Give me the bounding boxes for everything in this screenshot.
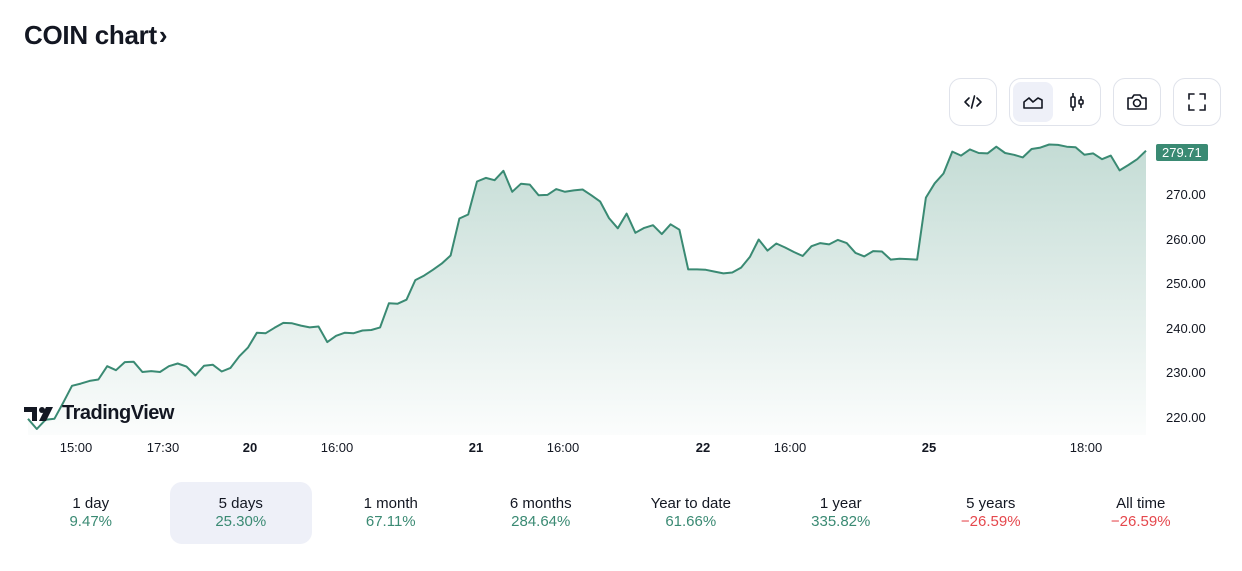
price-chart[interactable] <box>0 130 1242 470</box>
area-fill <box>28 144 1146 435</box>
tradingview-wordmark: TradingView <box>62 402 174 424</box>
range-1-month[interactable]: 1 month 67.11% <box>320 482 462 544</box>
area-chart-button[interactable] <box>1013 82 1053 122</box>
x-tick: 16:00 <box>546 440 580 455</box>
x-tick: 16:00 <box>773 440 807 455</box>
x-tick: 20 <box>242 440 258 455</box>
range-label: 5 days <box>218 495 263 512</box>
y-tick: 230.00 <box>1166 365 1206 380</box>
area-chart-icon <box>1023 97 1043 109</box>
chevron-right-icon: › <box>158 20 168 50</box>
candlestick-icon <box>1070 93 1084 111</box>
x-tick: 16:00 <box>320 440 354 455</box>
range-year-to-date[interactable]: Year to date 61.66% <box>620 482 762 544</box>
range-1-day[interactable]: 1 day 9.47% <box>20 482 162 544</box>
camera-icon <box>1127 94 1147 110</box>
chart-toolbar <box>949 78 1221 126</box>
range-label: 1 year <box>819 495 862 512</box>
y-tick: 250.00 <box>1166 276 1206 291</box>
range-5-days[interactable]: 5 days 25.30% <box>170 482 312 544</box>
code-icon <box>964 95 982 109</box>
range-change: 9.47% <box>69 513 113 530</box>
y-tick: 220.00 <box>1166 410 1206 425</box>
range-change: 67.11% <box>365 513 416 530</box>
embed-button[interactable] <box>949 78 997 126</box>
chart-type-toggle <box>1009 78 1101 126</box>
range-change: 61.66% <box>665 513 717 530</box>
x-tick: 22 <box>695 440 711 455</box>
price-line <box>27 143 1147 430</box>
range-label: All time <box>1116 495 1166 512</box>
range-label: 1 month <box>363 495 418 512</box>
tradingview-logo-icon <box>24 406 53 421</box>
page-title: COIN chart <box>24 20 157 50</box>
x-tick: 15:00 <box>59 440 93 455</box>
tradingview-logo[interactable]: TradingView <box>24 402 174 425</box>
price-axis[interactable]: 279.71 270.00 260.00 250.00 240.00 230.0… <box>1148 130 1242 440</box>
fullscreen-button[interactable] <box>1173 78 1221 126</box>
range-change: 284.64% <box>511 513 571 530</box>
x-tick: 17:30 <box>146 440 180 455</box>
snapshot-button[interactable] <box>1113 78 1161 126</box>
x-tick: 25 <box>921 440 937 455</box>
range-label: Year to date <box>650 495 731 512</box>
range-6-months[interactable]: 6 months 284.64% <box>470 482 612 544</box>
range-change: 335.82% <box>811 513 871 530</box>
range-change: 25.30% <box>215 513 267 530</box>
chart-title-link[interactable]: COIN chart › <box>24 20 167 51</box>
y-tick: 240.00 <box>1166 321 1206 336</box>
y-tick: 260.00 <box>1166 232 1206 247</box>
range-change: −26.59% <box>960 513 1021 530</box>
range-5-years[interactable]: 5 years −26.59% <box>920 482 1062 544</box>
time-range-selector: 1 day 9.47% 5 days 25.30% 1 month 67.11%… <box>20 482 1220 544</box>
range-label: 6 months <box>509 495 572 512</box>
range-label: 5 years <box>966 495 1016 512</box>
candlestick-chart-button[interactable] <box>1057 82 1097 122</box>
fullscreen-icon <box>1188 93 1206 111</box>
x-tick: 21 <box>468 440 484 455</box>
time-axis[interactable]: 15:00 17:30 20 16:00 21 16:00 22 16:00 2… <box>0 440 1148 460</box>
area-series <box>27 143 1147 435</box>
range-all-time[interactable]: All time −26.59% <box>1070 482 1212 544</box>
y-tick: 270.00 <box>1166 187 1206 202</box>
range-change: −26.59% <box>1110 513 1171 530</box>
last-price-label: 279.71 <box>1156 144 1208 161</box>
x-tick: 18:00 <box>1069 440 1103 455</box>
range-label: 1 day <box>72 495 110 512</box>
range-1-year[interactable]: 1 year 335.82% <box>770 482 912 544</box>
